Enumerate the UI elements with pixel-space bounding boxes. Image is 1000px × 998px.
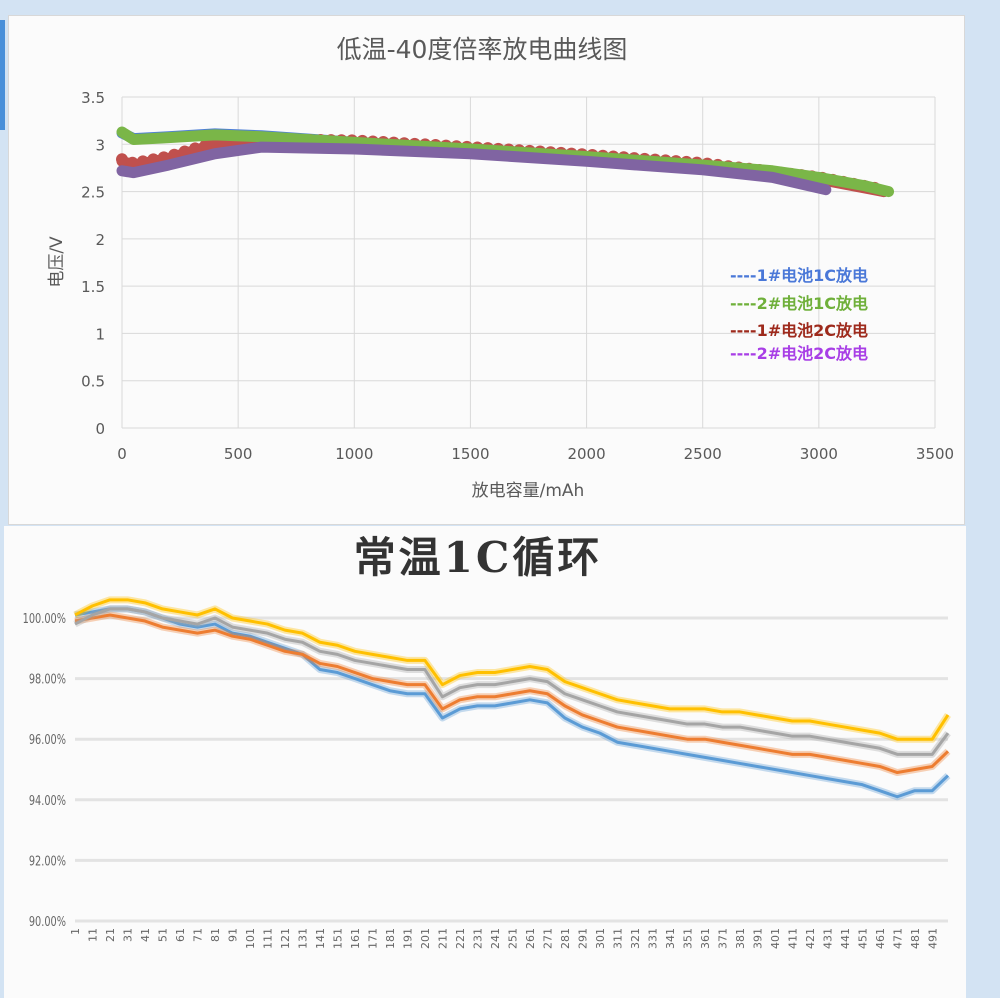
legend-entry: ----2#电池2C放电	[730, 344, 868, 363]
discharge-x-tick-label: 2500	[684, 445, 722, 463]
cycle-chart-title: 常温1C循环	[354, 533, 603, 582]
cycle-x-tick-label: 81	[209, 928, 222, 942]
cycle-x-tick-label: 181	[384, 928, 397, 949]
discharge-y-tick-label: 0	[95, 420, 105, 438]
cycle-x-tick-label: 61	[174, 928, 187, 942]
cycle-x-tick-label: 131	[296, 928, 309, 949]
cycle-x-tick-label: 481	[909, 928, 922, 949]
series-blue	[74, 607, 950, 799]
discharge-point	[199, 139, 212, 152]
discharge-point	[116, 153, 128, 166]
cycle-x-tick-label: 341	[664, 928, 677, 949]
cycle-y-tick-label: 94.00%	[29, 792, 66, 808]
cycle-x-tick-label: 411	[786, 928, 799, 949]
legend-entry: ----1#电池1C放电	[730, 266, 868, 285]
discharge-chart-panel	[8, 15, 965, 525]
discharge-y-tick-label: 3	[95, 136, 105, 154]
cycle-x-tick-label: 31	[121, 928, 134, 942]
discharge-y-tick-label: 3.5	[81, 89, 105, 107]
discharge-y-axis-label: 电压/V	[47, 236, 67, 288]
cycle-x-tick-label: 491	[926, 928, 939, 949]
cycle-x-tick-label: 311	[611, 928, 624, 949]
discharge-x-tick-label: 3500	[916, 445, 954, 463]
series-gray	[74, 607, 950, 756]
discharge-y-tick-label: 0.5	[81, 373, 105, 391]
cycle-y-tick-label: 98.00%	[29, 671, 66, 687]
cycle-x-tick-label: 121	[279, 928, 292, 949]
cycle-x-tick-label: 251	[506, 928, 519, 949]
cycle-x-tick-label: 351	[681, 928, 694, 949]
cycle-y-tick-label: 100.00%	[23, 611, 66, 627]
cycle-y-tick-label: 96.00%	[29, 732, 66, 748]
discharge-chart-title: 低温-40度倍率放电曲线图	[337, 35, 628, 64]
discharge-x-tick-label: 1500	[451, 445, 489, 463]
cycle-x-tick-label: 321	[629, 928, 642, 949]
cycle-x-tick-label: 441	[839, 928, 852, 949]
cycle-x-tick-label: 231	[471, 928, 484, 949]
cycle-x-tick-label: 451	[856, 928, 869, 949]
cycle-chart-panel	[4, 526, 966, 998]
cycle-x-tick-label: 381	[734, 928, 747, 949]
cycle-x-tick-label: 21	[104, 928, 117, 942]
cycle-x-tick-label: 211	[436, 928, 449, 949]
cycle-x-tick-label: 51	[156, 928, 169, 942]
cycle-x-tick-label: 371	[716, 928, 729, 949]
discharge-point	[136, 155, 149, 168]
cycle-x-tick-label: 241	[489, 928, 502, 949]
discharge-x-tick-label: 1000	[335, 445, 373, 463]
cycle-x-tick-label: 431	[821, 928, 834, 949]
series-yellow	[74, 598, 950, 741]
cycle-x-tick-label: 291	[576, 928, 589, 949]
cycle-x-tick-label: 1	[69, 928, 82, 935]
cycle-x-tick-label: 91	[226, 928, 239, 942]
discharge-x-tick-label: 500	[224, 445, 253, 463]
discharge-point	[189, 142, 202, 155]
cycle-x-tick-label: 161	[349, 928, 362, 949]
cycle-x-tick-label: 391	[751, 928, 764, 949]
cycle-x-tick-label: 471	[891, 928, 904, 949]
cycle-x-tick-label: 101	[244, 928, 257, 949]
discharge-y-tick-label: 1.5	[81, 278, 105, 296]
discharge-y-tick-label: 2	[95, 231, 105, 249]
legend-entry: ----2#电池1C放电	[730, 294, 868, 313]
cycle-x-tick-label: 401	[769, 928, 782, 949]
cycle-x-tick-label: 301	[594, 928, 607, 949]
window-edge-accent	[0, 20, 5, 130]
discharge-x-tick-label: 0	[117, 445, 127, 463]
cycle-x-tick-label: 261	[524, 928, 537, 949]
cycle-x-tick-label: 151	[331, 928, 344, 949]
cycle-y-tick-label: 92.00%	[29, 853, 66, 869]
cycle-x-tick-label: 271	[541, 928, 554, 949]
cycle-x-tick-label: 461	[874, 928, 887, 949]
cycle-x-tick-label: 221	[454, 928, 467, 949]
cycle-x-tick-label: 201	[419, 928, 432, 949]
cycle-x-tick-label: 191	[401, 928, 414, 949]
cycle-x-tick-label: 111	[261, 928, 274, 949]
series-orange	[74, 613, 950, 775]
cycle-x-tick-label: 331	[646, 928, 659, 949]
cycle-x-tick-label: 421	[804, 928, 817, 949]
cycle-x-tick-label: 41	[139, 928, 152, 942]
discharge-point	[178, 145, 191, 158]
cycle-x-tick-label: 141	[314, 928, 327, 949]
discharge-y-tick-label: 1	[95, 325, 105, 343]
cycle-x-tick-label: 361	[699, 928, 712, 949]
cycle-y-tick-label: 90.00%	[29, 914, 66, 930]
cycle-x-tick-label: 281	[559, 928, 572, 949]
discharge-x-axis-label: 放电容量/mAh	[472, 481, 585, 501]
cycle-x-tick-label: 11	[86, 928, 99, 942]
discharge-x-tick-label: 3000	[800, 445, 838, 463]
cycle-x-tick-label: 71	[191, 928, 204, 942]
legend-entry: ----1#电池2C放电	[730, 321, 868, 340]
discharge-y-tick-label: 2.5	[81, 184, 105, 202]
cycle-x-tick-label: 171	[366, 928, 379, 949]
discharge-point	[126, 156, 139, 169]
discharge-series-4	[116, 141, 832, 196]
discharge-x-tick-label: 2000	[567, 445, 605, 463]
